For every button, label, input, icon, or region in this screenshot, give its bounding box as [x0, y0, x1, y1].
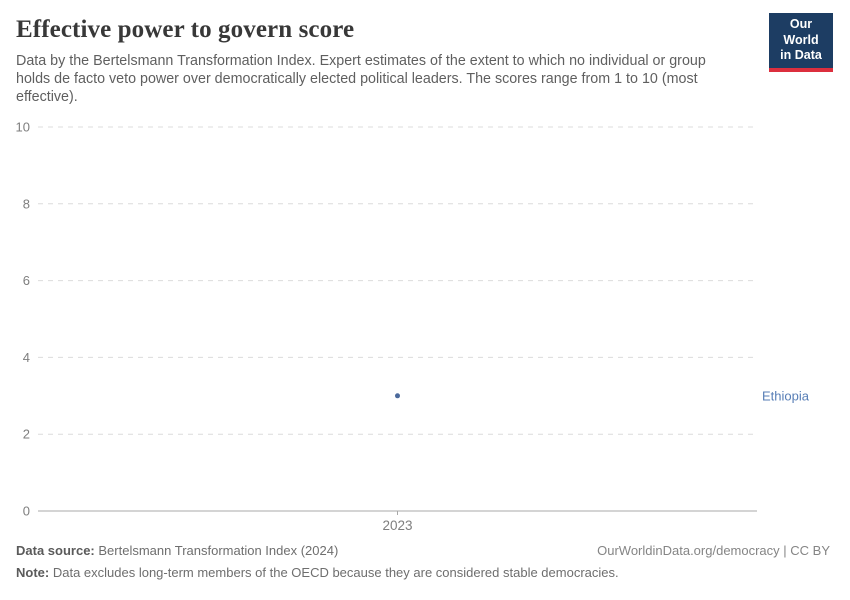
entity-label: Ethiopia [762, 388, 810, 403]
y-axis-tick-label: 10 [16, 120, 30, 135]
owid-logo: Our World in Data [769, 13, 833, 72]
data-source-line: Data source: Bertelsmann Transformation … [16, 543, 338, 558]
data-source-value: Bertelsmann Transformation Index (2024) [98, 543, 339, 558]
note-text: Data excludes long-term members of the O… [52, 565, 619, 580]
owid-logo-line1: Our World [783, 17, 819, 47]
y-axis-tick-label: 0 [23, 504, 30, 519]
chart-footer: Data source: Bertelsmann Transformation … [16, 543, 830, 580]
y-axis-tick-label: 4 [23, 350, 30, 365]
note-label: Note: [16, 565, 50, 580]
y-axis-tick-label: 2 [23, 427, 30, 442]
note-line: Note: Data excludes long-term members of… [16, 565, 619, 580]
chart-header: Effective power to govern score Data by … [16, 16, 740, 106]
x-axis-tick-label: 2023 [382, 518, 412, 533]
chart-subtitle: Data by the Bertelsmann Transformation I… [16, 53, 706, 105]
owid-logo-line2: in Data [780, 48, 822, 62]
y-axis-tick-label: 6 [23, 273, 30, 288]
attribution-text: OurWorldinData.org/democracy | CC BY [597, 543, 830, 558]
data-point [395, 393, 400, 399]
data-source-label: Data source: [16, 543, 95, 558]
page-title: Effective power to govern score [16, 16, 355, 43]
y-axis-tick-label: 8 [23, 196, 30, 211]
